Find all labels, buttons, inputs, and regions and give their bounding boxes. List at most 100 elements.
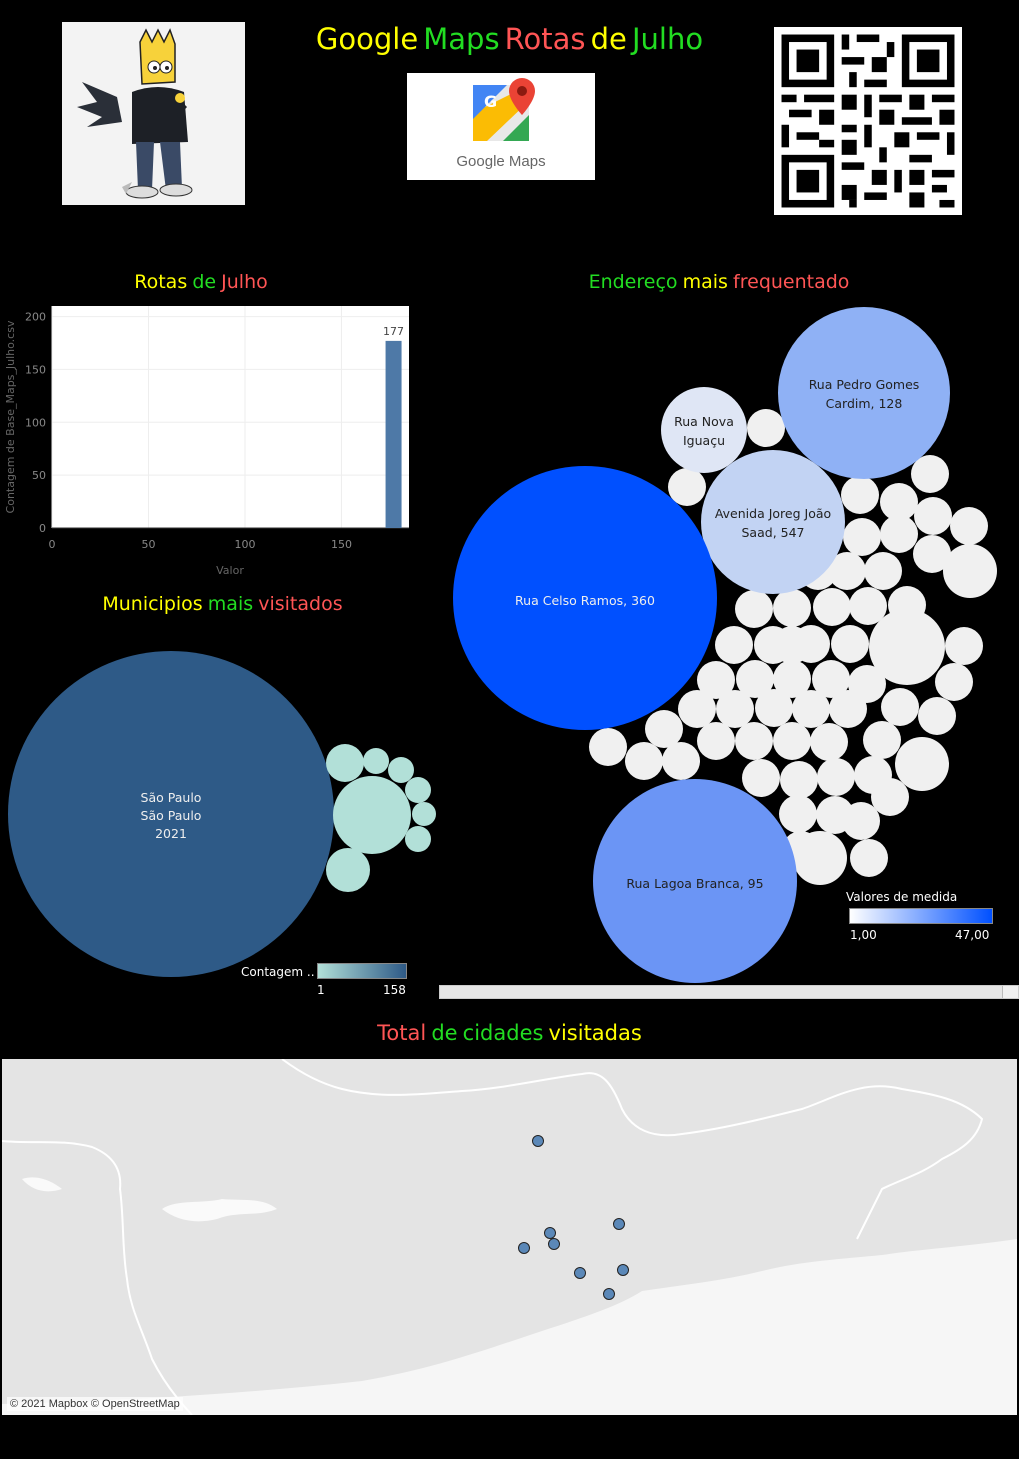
title-word: de <box>431 1021 458 1045</box>
bubble[interactable] <box>625 742 663 780</box>
bubble[interactable] <box>779 795 817 833</box>
ocean <box>2 1239 1017 1415</box>
bubble[interactable] <box>697 661 735 699</box>
bubble[interactable] <box>736 660 774 698</box>
bubble[interactable] <box>828 552 866 590</box>
bubble[interactable] <box>8 651 334 977</box>
bubble[interactable] <box>842 802 880 840</box>
bubble[interactable] <box>863 721 901 759</box>
map-point[interactable] <box>548 1238 560 1250</box>
bubble[interactable] <box>453 466 717 730</box>
bubble[interactable] <box>843 518 881 556</box>
bubble[interactable] <box>735 590 773 628</box>
bubble[interactable] <box>943 544 997 598</box>
google-maps-logo: G Google Maps <box>407 73 595 180</box>
endereco-title: Endereço mais frequentado <box>440 271 998 293</box>
bubble[interactable] <box>742 759 780 797</box>
bubble[interactable] <box>755 689 793 727</box>
horizontal-scrollbar[interactable] <box>439 985 1019 999</box>
qr-code[interactable] <box>774 27 962 215</box>
bubble[interactable] <box>778 307 950 479</box>
title-word: Google <box>315 22 419 56</box>
municipios-legend-label: Contagem .. <box>241 965 315 979</box>
bubble[interactable] <box>869 609 945 685</box>
map-point[interactable] <box>603 1288 615 1300</box>
scrollbar-thumb[interactable] <box>440 986 1003 998</box>
bubble[interactable] <box>645 710 683 748</box>
bubble-label: Avenida Joreg João <box>715 506 831 521</box>
bubble[interactable] <box>405 826 431 852</box>
municipios-legend-max: 158 <box>383 983 406 997</box>
bubble[interactable] <box>715 626 753 664</box>
bubble[interactable] <box>735 722 773 760</box>
bubble[interactable] <box>747 409 785 447</box>
bubble[interactable] <box>780 761 818 799</box>
bubble[interactable] <box>911 455 949 493</box>
bubble[interactable] <box>405 777 431 803</box>
bubble-label: Cardim, 128 <box>826 396 903 411</box>
bubble[interactable] <box>326 848 370 892</box>
bubble[interactable] <box>935 663 973 701</box>
bubble[interactable] <box>388 757 414 783</box>
municipios-bubble-chart[interactable]: São Paulo São Paulo 2021 <box>0 640 445 985</box>
bubble[interactable] <box>363 748 389 774</box>
bubble[interactable] <box>829 690 867 728</box>
bubble[interactable] <box>662 742 700 780</box>
bubble[interactable] <box>950 507 988 545</box>
map[interactable]: © 2021 Mapbox © OpenStreetMap <box>2 1059 1017 1415</box>
bubble[interactable] <box>880 515 918 553</box>
title-word: visitados <box>258 593 343 615</box>
bubble[interactable] <box>326 744 364 782</box>
bubble[interactable] <box>817 758 855 796</box>
bubble[interactable] <box>812 660 850 698</box>
bubble[interactable] <box>773 589 811 627</box>
bubble[interactable] <box>333 776 411 854</box>
bubble-label: São Paulo <box>141 790 202 805</box>
bubble-label: Rua Celso Ramos, 360 <box>515 593 655 608</box>
bubble[interactable] <box>945 627 983 665</box>
bubble[interactable] <box>881 688 919 726</box>
bubble[interactable] <box>871 778 909 816</box>
map-point[interactable] <box>574 1267 586 1279</box>
bubble[interactable] <box>773 722 811 760</box>
endereco-legend-gradient <box>849 908 993 924</box>
bubble[interactable] <box>754 626 792 664</box>
bubble[interactable] <box>831 625 869 663</box>
bubble[interactable] <box>914 497 952 535</box>
bubble[interactable] <box>895 737 949 791</box>
bubble[interactable] <box>841 476 879 514</box>
bar-chart[interactable]: 0 50 100 150 200 0 50 100 150 177 Contagem de Ba… <box>0 300 420 585</box>
bubble[interactable] <box>668 468 706 506</box>
y-tick-label: 100 <box>25 416 46 429</box>
y-tick-label: 0 <box>39 522 46 535</box>
bubble[interactable] <box>661 387 747 473</box>
bubble[interactable] <box>810 723 848 761</box>
bubble[interactable] <box>813 588 851 626</box>
bubble[interactable] <box>589 728 627 766</box>
bubble[interactable] <box>918 697 956 735</box>
bubble[interactable] <box>850 839 888 877</box>
bubble[interactable] <box>864 552 902 590</box>
bubble[interactable] <box>697 722 735 760</box>
map-point[interactable] <box>617 1264 629 1276</box>
bubble[interactable] <box>792 690 830 728</box>
map-point[interactable] <box>613 1218 625 1230</box>
bubble[interactable] <box>792 625 830 663</box>
bubble[interactable] <box>793 831 847 885</box>
bubble[interactable] <box>412 802 436 826</box>
endereco-bubble-chart[interactable]: Rua Pedro Gomes Cardim, 128 Rua Nova Igu… <box>440 300 1019 990</box>
bubble[interactable] <box>678 690 716 728</box>
x-tick-label: 100 <box>234 538 255 551</box>
bubble[interactable] <box>716 690 754 728</box>
map-point[interactable] <box>532 1135 544 1147</box>
bubble[interactable] <box>773 660 811 698</box>
bubble[interactable] <box>849 587 887 625</box>
map-point[interactable] <box>518 1242 530 1254</box>
map-attribution: © 2021 Mapbox © OpenStreetMap <box>7 1397 183 1411</box>
bar[interactable] <box>385 340 402 528</box>
bubble[interactable] <box>593 779 797 983</box>
bubble[interactable] <box>701 450 845 594</box>
bubble-label: Rua Lagoa Branca, 95 <box>626 876 763 891</box>
bubble[interactable] <box>880 483 918 521</box>
bubble[interactable] <box>913 535 951 573</box>
